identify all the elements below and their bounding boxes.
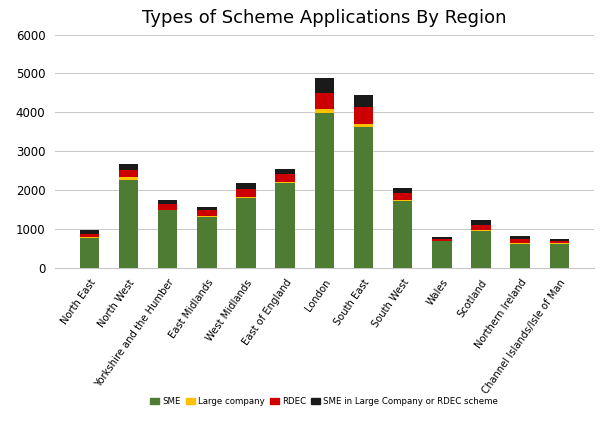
Bar: [80, 230, 99, 234]
Bar: [158, 210, 177, 268]
Bar: [393, 188, 412, 193]
Bar: [275, 182, 295, 184]
Bar: [550, 239, 569, 241]
Bar: [236, 183, 256, 189]
Bar: [315, 78, 334, 93]
Bar: [354, 127, 373, 268]
Bar: [510, 236, 530, 239]
Bar: [197, 210, 217, 216]
Legend: SME, Large company, RDEC, SME in Large Company or RDEC scheme: SME, Large company, RDEC, SME in Large C…: [147, 394, 502, 410]
Bar: [275, 174, 295, 182]
Bar: [471, 231, 491, 268]
Bar: [197, 216, 217, 217]
Bar: [315, 113, 334, 268]
Bar: [275, 184, 295, 268]
Bar: [354, 124, 373, 127]
Bar: [393, 201, 412, 268]
Bar: [432, 241, 452, 268]
Bar: [471, 220, 491, 225]
Bar: [354, 107, 373, 124]
Bar: [236, 189, 256, 197]
Bar: [236, 198, 256, 268]
Bar: [119, 170, 138, 177]
Title: Types of Scheme Applications By Region: Types of Scheme Applications By Region: [142, 10, 507, 28]
Bar: [119, 180, 138, 268]
Bar: [275, 169, 295, 174]
Bar: [510, 239, 530, 243]
Bar: [158, 200, 177, 204]
Bar: [393, 200, 412, 201]
Bar: [236, 197, 256, 198]
Bar: [158, 204, 177, 210]
Bar: [119, 177, 138, 180]
Bar: [510, 243, 530, 244]
Bar: [354, 95, 373, 107]
Bar: [315, 109, 334, 113]
Bar: [80, 237, 99, 238]
Bar: [471, 230, 491, 231]
Bar: [80, 238, 99, 268]
Bar: [119, 164, 138, 170]
Bar: [432, 239, 452, 241]
Bar: [393, 193, 412, 200]
Bar: [315, 93, 334, 109]
Bar: [197, 207, 217, 210]
Bar: [550, 244, 569, 268]
Bar: [471, 225, 491, 230]
Bar: [197, 217, 217, 268]
Bar: [550, 241, 569, 243]
Bar: [80, 234, 99, 237]
Bar: [432, 237, 452, 239]
Bar: [510, 244, 530, 268]
Bar: [550, 243, 569, 244]
